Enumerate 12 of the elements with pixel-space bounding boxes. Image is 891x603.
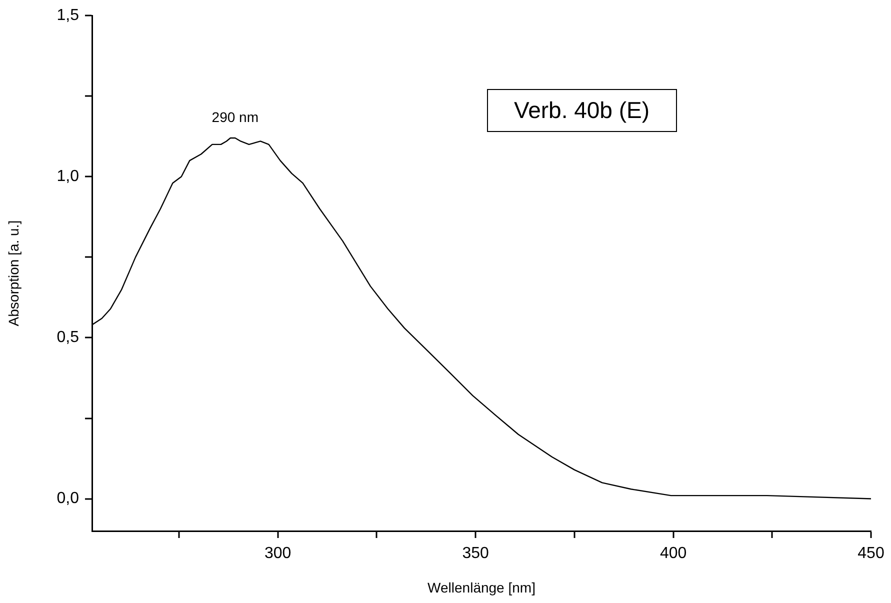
x-tick-label: 300 [264, 545, 292, 562]
annotation: 290 nm [212, 108, 258, 125]
x-tick-label: 400 [660, 545, 687, 562]
y-tick-label: 0,0 [56, 490, 80, 508]
x-tick-label: 350 [462, 545, 490, 562]
x-tick-label: 450 [858, 545, 884, 562]
y-tick-label: 1,5 [56, 7, 80, 24]
annotation: Verb. 40b (E) [487, 89, 677, 132]
y-axis-title: Absorption [a. u.] [5, 220, 22, 326]
x-axis-title: Wellenlänge [nm] [428, 579, 536, 596]
y-tick-label: 0,5 [56, 329, 80, 346]
y-tick-label: 1,0 [56, 168, 80, 186]
